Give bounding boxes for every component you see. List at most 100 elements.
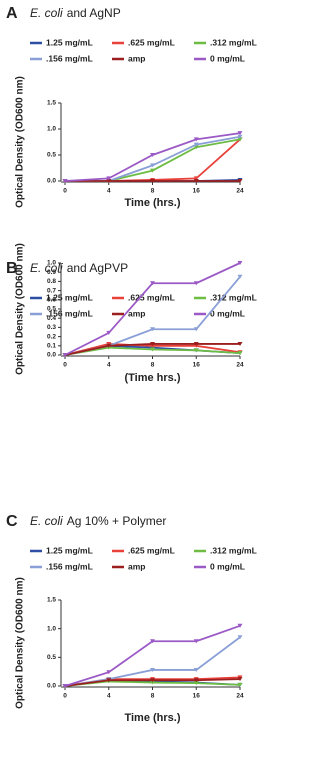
x-tick-label: 8 — [151, 362, 155, 369]
x-axis-label: Time (hrs.) — [124, 712, 180, 724]
data-point — [237, 134, 243, 139]
data-point — [193, 667, 199, 672]
panel-letter: A — [6, 5, 18, 22]
y-tick-label: 1.0 — [47, 126, 56, 133]
figure: A E. coli and AgNP 1.25 mg/mL .625 mg/mL .312… — [6, 5, 257, 724]
y-tick-label: 0.3 — [47, 324, 56, 331]
legend-label: .312 mg/mL — [210, 545, 257, 555]
series-line — [65, 138, 241, 182]
legend-label: .156 mg/mL — [46, 561, 93, 571]
legend-label: amp — [128, 561, 145, 571]
y-tick-label: 0.7 — [47, 287, 56, 294]
y-tick-label: 1.0 — [47, 625, 56, 632]
legend-label: 0 mg/mL — [210, 561, 245, 571]
y-tick-label: 0.1 — [47, 343, 56, 350]
legend-label: amp — [128, 308, 145, 318]
data-point — [193, 341, 199, 346]
data-point — [150, 341, 155, 346]
chart-title: E. coli and AgPVP — [30, 261, 128, 275]
x-axis-label: (Time hrs.) — [124, 372, 180, 384]
data-point — [106, 678, 112, 683]
data-point — [150, 179, 155, 183]
data-point — [237, 341, 243, 346]
data-point — [106, 343, 112, 348]
title-text: and AgNP — [67, 6, 121, 20]
legend-label: amp — [128, 53, 145, 63]
data-point — [237, 682, 243, 687]
data-point — [193, 327, 199, 332]
legend-label: 1.25 mg/mL — [46, 37, 93, 47]
data-point — [150, 153, 155, 157]
data-point — [193, 137, 199, 142]
data-point — [193, 348, 199, 353]
y-tick-label: 0.5 — [47, 152, 56, 159]
data-point — [150, 680, 155, 685]
y-axis-label: Optical Density (OD600 nm) — [15, 577, 26, 709]
x-tick-label: 16 — [193, 188, 201, 195]
data-point — [193, 145, 199, 150]
series-line — [65, 138, 241, 182]
chart-title: E. coli Ag 10% + Polymer — [30, 514, 166, 528]
series-line — [64, 132, 241, 182]
legend-label: 1.25 mg/mL — [46, 292, 93, 302]
x-tick-label: 0 — [63, 693, 67, 700]
data-point — [193, 678, 199, 683]
data-point — [237, 274, 243, 279]
panel-letter: C — [6, 513, 18, 530]
x-tick-label: 24 — [236, 693, 244, 700]
data-point — [193, 281, 199, 286]
data-point — [150, 327, 155, 332]
y-tick-label: 0.0 — [47, 683, 56, 690]
title-organism: E. coli — [30, 261, 63, 275]
data-point — [62, 684, 68, 688]
title-organism: E. coli — [30, 514, 63, 528]
legend-label: 0 mg/mL — [210, 53, 245, 63]
y-axis-label: Optical Density (OD600 nm) — [15, 76, 26, 208]
x-tick-label: 4 — [107, 362, 111, 369]
y-tick-label: 0.6 — [47, 297, 56, 304]
data-point — [150, 678, 155, 683]
title-text: and AgPVP — [67, 261, 128, 275]
y-axis-label: Optical Density (OD600 nm) — [15, 243, 26, 375]
legend-label: .312 mg/mL — [210, 37, 257, 47]
data-point — [150, 281, 155, 286]
data-point — [62, 353, 68, 357]
legend-label: .156 mg/mL — [46, 308, 93, 318]
data-point — [237, 351, 243, 356]
legend-label: 0 mg/mL — [210, 308, 245, 318]
chart-title: E. coli and AgNP — [30, 6, 121, 20]
x-axis-label: Time (hrs.) — [124, 197, 180, 209]
y-tick-label: 0.0 — [47, 352, 56, 359]
x-tick-label: 24 — [236, 362, 244, 369]
data-point — [193, 176, 199, 181]
data-point — [193, 681, 199, 686]
x-tick-label: 16 — [193, 693, 201, 700]
y-tick-label: 0.4 — [47, 315, 56, 322]
legend-label: 1.25 mg/mL — [46, 545, 93, 555]
data-point — [150, 347, 155, 352]
data-point — [193, 639, 199, 644]
legend-label: .625 mg/mL — [128, 292, 175, 302]
panel-letter: B — [6, 260, 18, 277]
data-point — [106, 330, 112, 335]
y-tick-label: 1.5 — [47, 100, 56, 107]
y-tick-label: 1.5 — [47, 597, 56, 604]
data-point — [106, 176, 112, 181]
x-tick-label: 16 — [193, 362, 201, 369]
legend-label: .156 mg/mL — [46, 53, 93, 63]
x-tick-label: 24 — [236, 188, 244, 195]
y-tick-label: 0.5 — [47, 306, 56, 313]
x-tick-label: 8 — [151, 693, 155, 700]
data-point — [237, 137, 243, 142]
data-point — [150, 163, 155, 168]
data-point — [237, 623, 243, 628]
x-tick-label: 0 — [63, 362, 67, 369]
data-point — [62, 179, 68, 183]
y-tick-label: 1.0 — [47, 260, 56, 267]
x-tick-label: 8 — [151, 188, 155, 195]
data-point — [150, 168, 155, 173]
data-point — [237, 131, 243, 136]
legend-label: .625 mg/mL — [128, 545, 175, 555]
legend-label: .625 mg/mL — [128, 37, 175, 47]
